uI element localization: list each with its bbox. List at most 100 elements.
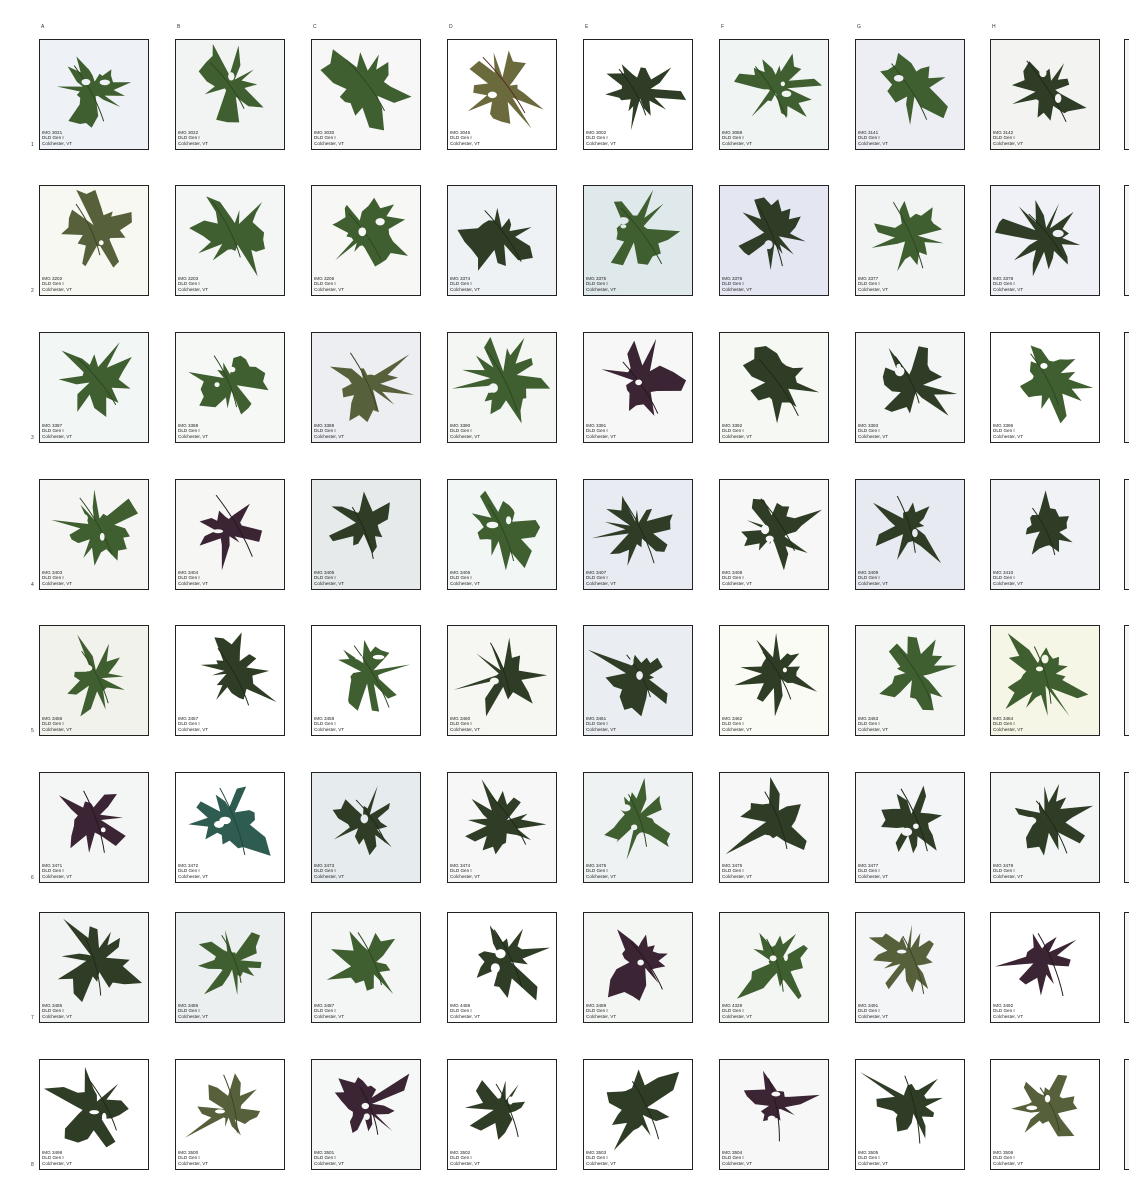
leaf-midrib [75, 203, 101, 256]
leaf-hole [912, 529, 918, 538]
location-label: Colchester, VT [722, 286, 753, 292]
location-label: Colchester, VT [450, 580, 481, 586]
specimen-cell-8a: IMG 3498 DLD Gen I Colchester, VT [39, 1059, 149, 1170]
leaf-midrib [357, 932, 382, 986]
specimen-cell-3e: IMG 3391 DLD Gen I Colchester, VT [583, 332, 693, 443]
specimen-caption: IMG 3406 DLD Gen I Colchester, VT [450, 570, 480, 586]
image-id: IMG 3374 [450, 276, 471, 282]
row-label-1: 1 [31, 142, 34, 148]
leaf-hole [780, 81, 785, 87]
collection-label: DLD Gen I [722, 868, 744, 874]
collection-label: DLD Gen I [314, 868, 336, 874]
leaf-shape [328, 491, 390, 554]
specimen-caption: IMG 3500 DLD Gen I Colchester, VT [178, 1150, 208, 1166]
leaf-photo [329, 352, 415, 423]
leaf-midrib [346, 59, 385, 112]
collection-label: DLD Gen I [314, 428, 336, 434]
specimen-caption: IMG 3457 DLD Gen I Colchester, VT [178, 716, 208, 732]
location-label: Colchester, VT [450, 433, 481, 439]
image-id: IMG 3498 [42, 1150, 63, 1156]
collection-label: DLD Gen I [314, 135, 336, 141]
leaf-hole [212, 529, 224, 534]
image-id: IMG 3378 [993, 276, 1014, 282]
image-id: IMG 3406 [450, 570, 471, 576]
leaf-hole [484, 385, 495, 393]
leaf-midrib [1028, 213, 1063, 256]
leaf-photo [872, 495, 942, 564]
leaf-photo [591, 495, 673, 566]
column-label-c: C [313, 24, 317, 30]
leaf-photo [994, 933, 1077, 997]
leaf-photo [734, 632, 818, 717]
leaf-hole [487, 91, 497, 99]
leaf-shape [58, 794, 126, 853]
leaf-hole [371, 360, 384, 368]
specimen-cell-2e: IMG 3375 DLD Gen I Colchester, VT [583, 185, 693, 296]
leaf-shape [334, 1073, 410, 1134]
leaf-photo [184, 1073, 261, 1138]
leaf-hole [1044, 1094, 1051, 1103]
specimen-cell-8d: IMG 3502 DLD Gen I Colchester, VT [447, 1059, 557, 1170]
collection-label: DLD Gen I [314, 721, 336, 727]
leaf-photo [326, 931, 396, 995]
leaf-midrib [762, 651, 792, 700]
collection-label: DLD Gen I [314, 1155, 336, 1161]
row-label-5: 5 [31, 728, 34, 734]
leaf-hole [1041, 654, 1049, 664]
specimen-caption: IMG 3393 DLD Gen I Colchester, VT [858, 423, 888, 439]
image-id: IMG 3142 [993, 130, 1014, 136]
leaf-shape [43, 1066, 129, 1148]
leaf-hole [620, 804, 631, 812]
leaf-shape [451, 336, 551, 424]
leaf-midrib [488, 504, 515, 562]
leaf-midrib [351, 506, 374, 559]
leaf-midrib [355, 799, 386, 843]
collection-label: DLD Gen I [858, 868, 880, 874]
image-id: IMG 3391 [586, 423, 607, 429]
location-label: Colchester, VT [993, 1013, 1024, 1019]
leaf-photo [1025, 490, 1073, 556]
location-label: Colchester, VT [858, 140, 889, 146]
location-label: Colchester, VT [586, 580, 617, 586]
location-label: Colchester, VT [314, 580, 345, 586]
collection-label: DLD Gen I [314, 1008, 336, 1014]
specimen-cell-2a: IMG 3202 DLD Gen I Colchester, VT [39, 185, 149, 296]
image-id: IMG 3464 [993, 716, 1014, 722]
column-label-b: B [177, 24, 181, 30]
collection-label: DLD Gen I [722, 1008, 744, 1014]
collection-label: DLD Gen I [42, 721, 64, 727]
specimen-caption: IMG 3375 DLD Gen I Colchester, VT [586, 276, 616, 292]
leaf-midrib [631, 1080, 660, 1140]
leaf-shape [58, 342, 132, 417]
leaf-midrib [81, 650, 109, 704]
location-label: Colchester, VT [993, 1160, 1024, 1166]
specimen-caption: IMG 3378 DLD Gen I Colchester, VT [993, 276, 1023, 292]
leaf-hole [490, 963, 500, 973]
leaf-hole [635, 379, 642, 386]
leaf-photo [605, 64, 687, 131]
leaf-hole [896, 363, 901, 370]
collection-label: DLD Gen I [450, 1008, 472, 1014]
leaf-photo [994, 200, 1081, 277]
leaf-hole [1035, 666, 1044, 672]
leaf-photo [320, 49, 412, 131]
collection-label: DLD Gen I [178, 575, 200, 581]
image-id: IMG 3460 [450, 716, 471, 722]
leaf-midrib [900, 788, 928, 852]
specimen-caption: IMG 3404 DLD Gen I Colchester, VT [178, 570, 208, 586]
location-label: Colchester, VT [314, 1013, 345, 1019]
location-label: Colchester, VT [586, 140, 617, 146]
leaf-photo [332, 785, 392, 856]
specimen-cell-5f: IMG 3462 DLD Gen I Colchester, VT [719, 625, 829, 736]
leaf-photo [604, 777, 671, 861]
collection-label: DLD Gen I [42, 868, 64, 874]
specimen-caption: IMG 3021 DLD Gen I Colchester, VT [42, 130, 72, 146]
specimen-cell-2g: IMG 3377 DLD Gen I Colchester, VT [855, 185, 965, 296]
specimen-cell-3a: IMG 3387 DLD Gen I Colchester, VT [39, 332, 149, 443]
location-label: Colchester, VT [42, 580, 73, 586]
leaf-midrib [484, 210, 522, 262]
leaf-midrib [77, 357, 117, 406]
leaf-hole [372, 654, 385, 660]
collection-label: DLD Gen I [858, 281, 880, 287]
specimen-cell-4f: IMG 3408 DLD Gen I Colchester, VT [719, 479, 829, 590]
